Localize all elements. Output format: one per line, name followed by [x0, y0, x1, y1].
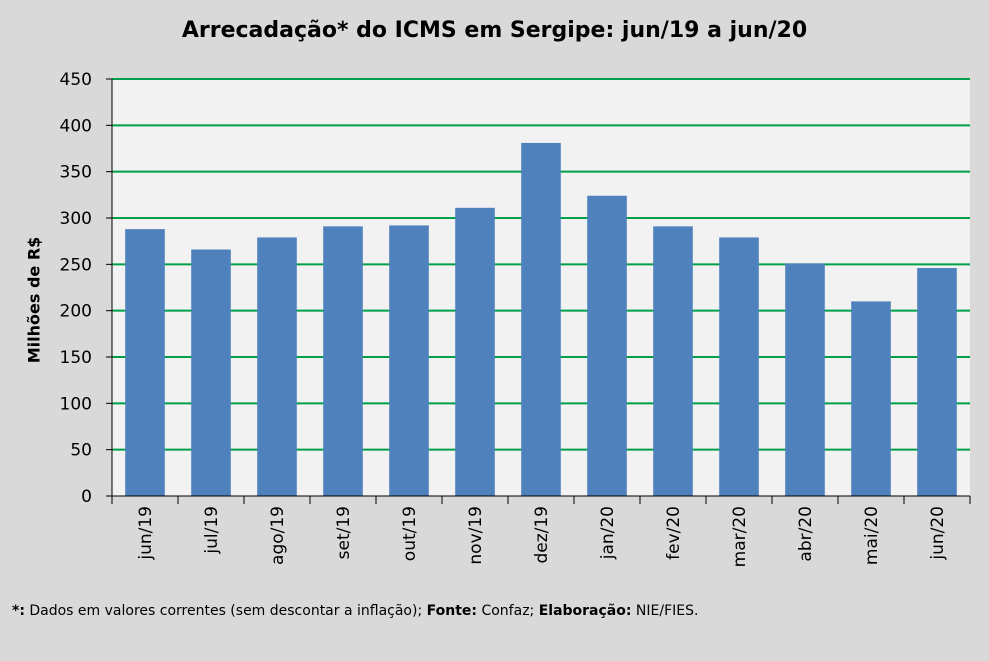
bar-mai/20 [851, 301, 891, 496]
x-tick-label: mar/20 [730, 506, 750, 567]
x-tick-label: dez/19 [532, 506, 552, 564]
elaboracao-label: Elaboração: [538, 603, 632, 619]
y-tick-label: 200 [60, 302, 92, 322]
x-tick-label: fev/20 [664, 506, 684, 560]
y-tick-label: 250 [60, 255, 92, 275]
x-tick-label: jun/20 [928, 506, 948, 561]
footnote-text: Dados em valores correntes (sem desconta… [24, 603, 427, 619]
x-tick-label: nov/19 [466, 506, 486, 565]
bar-jul/19 [191, 249, 231, 496]
elaboracao-value: NIE/FIES. [631, 603, 699, 619]
y-tick-label: 0 [81, 487, 92, 507]
footnote: *: Dados em valores correntes (sem desco… [12, 603, 698, 619]
bar-mar/20 [719, 237, 759, 496]
bar-ago/19 [257, 237, 297, 496]
fonte-label: Fonte: [426, 603, 478, 619]
bar-jun/20 [917, 268, 957, 496]
x-tick-label: abr/20 [796, 506, 816, 562]
x-tick-label: set/19 [334, 506, 354, 559]
y-tick-label: 50 [70, 441, 92, 461]
bar-abr/20 [785, 263, 825, 496]
y-tick-label: 300 [60, 209, 92, 229]
bar-out/19 [389, 225, 429, 496]
x-tick-label: jun/19 [136, 506, 156, 561]
x-tick-label: out/19 [400, 506, 420, 561]
bar-fev/20 [653, 226, 693, 496]
x-tick-label: mai/20 [862, 506, 882, 565]
bar-set/19 [323, 226, 363, 496]
x-tick-label: jul/19 [202, 506, 222, 555]
chart-title: Arrecadação* do ICMS em Sergipe: jun/19 … [181, 18, 808, 43]
bar-chart: 0 50 100 150 200 250 300 350 400 450 jun/19 jul/19 a… [60, 70, 971, 567]
y-tick-label: 350 [60, 163, 92, 183]
y-tick-label: 100 [60, 394, 92, 414]
y-tick-label: 150 [60, 348, 92, 368]
bar-dez/19 [521, 142, 561, 496]
bar-nov/19 [455, 207, 495, 496]
bar-jun/19 [125, 229, 165, 496]
y-tick-label: 450 [60, 70, 92, 90]
footnote-star: *: [12, 603, 25, 619]
x-tick-label: jan/20 [598, 506, 618, 560]
y-tick-label: 400 [60, 116, 92, 136]
bar-jan/20 [587, 195, 627, 496]
x-tick-label: ago/19 [268, 506, 288, 565]
fonte-value: Confaz; [477, 603, 539, 619]
